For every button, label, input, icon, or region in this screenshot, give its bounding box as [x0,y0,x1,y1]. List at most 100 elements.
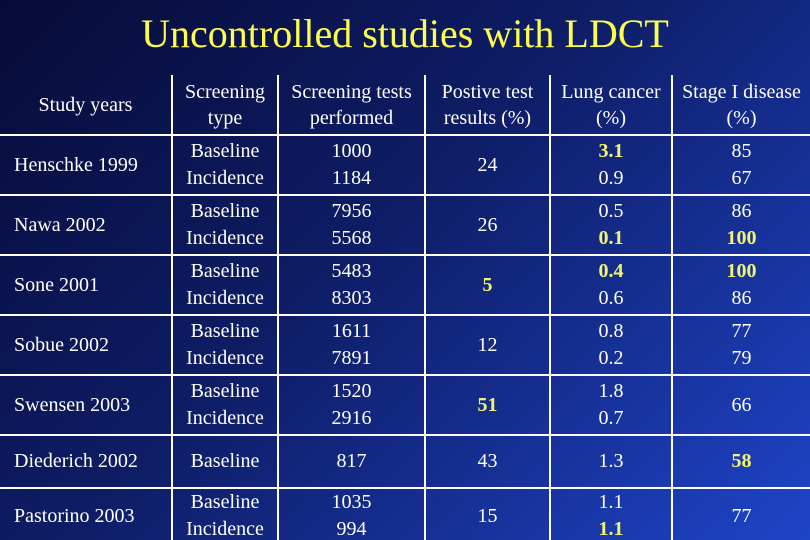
cell-value: 0.2 [598,347,624,369]
positive-results-cell: 43 [424,434,550,488]
highlighted-value: 100 [726,227,757,249]
cell-value: Sobue 2002 [14,333,109,356]
column-header-label: Lung cancer (%) [561,80,661,129]
cell-value: 15 [477,504,498,527]
column-header-label: Screening type [185,80,265,129]
tests-performed-cell: 1035 994 [277,487,425,540]
study-years-cell: Swensen 2003 [0,374,172,435]
tests-performed-cell: 1611 7891 [277,314,425,375]
column-header-label: Stage I disease (%) [682,80,801,129]
cell-value: Incidence [186,518,264,540]
lung-cancer-cell: 1.1 1.1 [549,487,672,540]
cell-value: 1.1 [598,491,624,513]
tests-performed-cell: 1520 2916 [277,374,425,435]
positive-results-cell: 26 [424,194,550,255]
lung-cancer-cell: 3.1 0.9 [549,134,672,195]
cell-value: 0.7 [598,407,624,429]
table-row: Henschke 1999 Baseline Incidence 1000 1184 24… [0,134,810,195]
highlighted-value: 1.1 [598,518,624,540]
cell-value: 1000 [331,140,372,162]
cell-value: 1611 [331,320,372,342]
column-header-stage-i-disease: Stage I disease (%) [671,75,810,135]
cell-value: 2916 [331,407,372,429]
highlighted-value: 51 [477,393,498,416]
cell-value: Swensen 2003 [14,393,131,416]
table-header-row: Study years Screening type Screening tests… [0,75,810,135]
study-years-cell: Pastorino 2003 [0,487,172,540]
screening-type-cell: Baseline Incidence [171,134,278,195]
cell-value: 1184 [331,167,372,189]
cell-value: Incidence [186,287,264,309]
highlighted-value: 58 [731,450,752,472]
screening-type-cell: Baseline Incidence [171,314,278,375]
screening-type-cell: Baseline Incidence [171,487,278,540]
stage-i-disease-cell: 86 100 [671,194,810,255]
study-years-cell: Henschke 1999 [0,134,172,195]
lung-cancer-cell: 0.5 0.1 [549,194,672,255]
study-years-cell: Diederich 2002 [0,434,172,488]
cell-value: 66 [731,393,752,416]
cell-value: 85 [731,140,752,162]
cell-value: 7956 [331,200,372,222]
cell-value: Baseline [190,450,260,472]
cell-value: Baseline [190,491,260,513]
cell-value: 1.8 [598,380,624,402]
study-years-cell: Nawa 2002 [0,194,172,255]
column-header-tests-performed: Screening tests performed [277,75,425,135]
studies-table: Study years Screening type Screening tests… [0,75,810,540]
highlighted-value: 0.4 [598,260,624,282]
cell-value: Incidence [186,167,264,189]
tests-performed-cell: 1000 1184 [277,134,425,195]
study-years-cell: Sone 2001 [0,254,172,315]
stage-i-disease-cell: 77 [671,487,810,540]
cell-value: Baseline [190,260,260,282]
highlighted-value: 100 [726,260,757,282]
cell-value: Baseline [190,200,260,222]
lung-cancer-cell: 1.8 0.7 [549,374,672,435]
tests-performed-cell: 5483 8303 [277,254,425,315]
cell-value: 0.9 [598,167,624,189]
positive-results-cell: 12 [424,314,550,375]
table-row: Nawa 2002 Baseline Incidence 7956 5568 26 0.5 0… [0,194,810,255]
lung-cancer-cell: 1.3 [549,434,672,488]
table-row: Sone 2001 Baseline Incidence 5483 8303 5 0.4 0.… [0,254,810,315]
cell-value: 817 [336,450,367,472]
cell-value: 1035 [331,491,372,513]
cell-value: 7891 [331,347,372,369]
column-header-positive-results: Postive test results (%) [424,75,550,135]
highlighted-value: 5 [482,273,493,296]
table-row: Pastorino 2003 Baseline Incidence 1035 994 15… [0,487,810,540]
cell-value: Pastorino 2003 [14,504,135,527]
lung-cancer-cell: 0.4 0.6 [549,254,672,315]
cell-value: Nawa 2002 [14,213,106,236]
cell-value: 86 [731,287,752,309]
table-row: Sobue 2002 Baseline Incidence 1611 7891 12 0.8… [0,314,810,375]
cell-value: 86 [731,200,752,222]
column-header-label: Screening tests performed [291,80,412,129]
stage-i-disease-cell: 66 [671,374,810,435]
stage-i-disease-cell: 100 86 [671,254,810,315]
study-years-cell: Sobue 2002 [0,314,172,375]
screening-type-cell: Baseline [171,434,278,488]
cell-value: 77 [731,320,752,342]
cell-value: 1.3 [598,450,624,472]
cell-value: Diederich 2002 [14,450,138,472]
cell-value: 1520 [331,380,372,402]
cell-value: 12 [477,333,498,356]
slide-title: Uncontrolled studies with LDCT [141,11,669,56]
highlighted-value: 3.1 [598,140,624,162]
cell-value: 5568 [331,227,372,249]
cell-value: 8303 [331,287,372,309]
stage-i-disease-cell: 58 [671,434,810,488]
column-header-study-years: Study years [0,75,172,135]
cell-value: Sone 2001 [14,273,99,296]
positive-results-cell: 51 [424,374,550,435]
cell-value: 994 [336,518,367,540]
lung-cancer-cell: 0.8 0.2 [549,314,672,375]
cell-value: 79 [731,347,752,369]
stage-i-disease-cell: 85 67 [671,134,810,195]
stage-i-disease-cell: 77 79 [671,314,810,375]
screening-type-cell: Baseline Incidence [171,374,278,435]
table-row: Diederich 2002 Baseline 817 43 1.3 58 [0,434,810,488]
